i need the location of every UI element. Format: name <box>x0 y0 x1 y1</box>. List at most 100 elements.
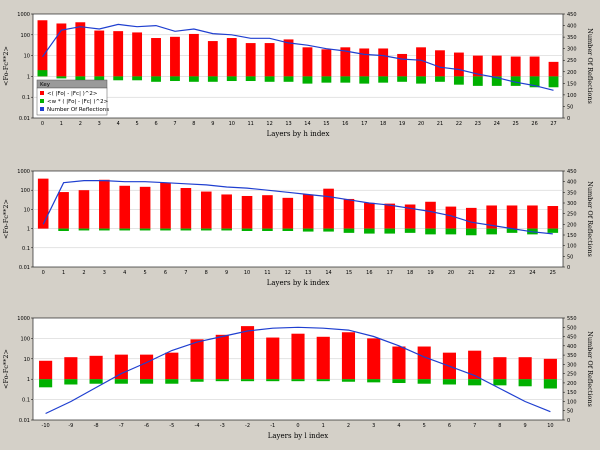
bar-fo-fc-1 <box>317 337 330 379</box>
chart-panel-2: 10001001010.10.0145040035030025020015010… <box>2 169 594 287</box>
bar-weighted-22 <box>454 76 464 84</box>
y-right-tick-label: 450 <box>567 169 577 175</box>
x-tick-label: 3 <box>98 121 101 127</box>
bar-fo-fc-10 <box>227 38 237 76</box>
bar-weighted-13 <box>303 229 314 232</box>
bar-fo-fc-3 <box>99 180 110 229</box>
bar-weighted-11 <box>246 76 256 81</box>
bar-weighted-14 <box>303 76 313 83</box>
x-tick-label: 7 <box>184 270 187 276</box>
bar-fo-fc-2 <box>79 190 90 228</box>
y-left-tick-label: 10 <box>24 54 30 60</box>
y-right-tick-label: 150 <box>567 81 577 87</box>
bar-fo-fc-6 <box>160 183 171 229</box>
x-tick-label: 16 <box>342 121 348 127</box>
y-left-tick-label: 0.1 <box>22 246 30 252</box>
bar-weighted-3 <box>367 379 380 382</box>
y-left-tick-label: 100 <box>20 188 30 194</box>
bar-fo-fc-8 <box>493 357 506 379</box>
x-tick-label: 6 <box>164 270 167 276</box>
y-right-tick-label: 0 <box>567 418 570 424</box>
x-tick-label: 20 <box>448 270 454 276</box>
x-tick-label: 13 <box>285 121 291 127</box>
y-right-tick-label: 450 <box>567 335 577 341</box>
x-tick-label: 18 <box>407 270 413 276</box>
bar-fo-fc-11 <box>246 43 256 76</box>
bar-weighted-6 <box>160 229 171 231</box>
x-tick-label: 4 <box>123 270 126 276</box>
x-tick-label: 3 <box>103 270 106 276</box>
bar-weighted-18 <box>378 76 388 82</box>
y-right-tick-label: 300 <box>567 47 577 53</box>
y-right-tick-label: 0 <box>567 265 570 271</box>
x-axis-label: Layers by h index <box>267 130 330 138</box>
bar-weighted-8 <box>201 229 212 231</box>
bar-weighted-2 <box>75 76 85 80</box>
y-left-tick-label: 1000 <box>17 316 30 322</box>
bar-weighted-9 <box>221 229 232 231</box>
bar-weighted-2 <box>79 229 90 231</box>
y-left-tick-label: 1 <box>27 74 30 80</box>
bar-weighted-25 <box>548 229 559 233</box>
bar-fo-fc-13 <box>284 39 294 76</box>
bar-fo-fc-9 <box>208 41 218 76</box>
x-tick-label: 9 <box>211 121 214 127</box>
bar-fo-fc-7 <box>181 188 192 229</box>
x-tick-label: 14 <box>304 121 310 127</box>
x-tick-label: 9 <box>524 423 527 429</box>
y-right-tick-label: 300 <box>567 362 577 368</box>
x-tick-label: 1 <box>62 270 65 276</box>
bar-fo-fc-21 <box>466 208 477 229</box>
bar-weighted-21 <box>435 76 445 81</box>
y-left-tick-label: 0.01 <box>19 116 30 122</box>
bar-fo-fc--8 <box>90 356 103 379</box>
bar-weighted-17 <box>384 229 395 234</box>
bar-fo-fc-3 <box>94 31 104 77</box>
x-tick-label: 2 <box>347 423 350 429</box>
bar-weighted-21 <box>466 229 477 236</box>
bar-weighted--7 <box>115 379 128 384</box>
x-tick-label: 22 <box>456 121 462 127</box>
bar-weighted-11 <box>262 229 273 231</box>
chart-panel-1: 10001001010.10.0145040035030025020015010… <box>2 12 594 138</box>
x-tick-label: 3 <box>372 423 375 429</box>
x-tick-label: -5 <box>169 423 174 429</box>
legend-swatch <box>40 107 44 111</box>
bar-fo-fc-7 <box>170 37 180 77</box>
x-tick-label: 17 <box>361 121 367 127</box>
bar-fo-fc-19 <box>425 202 436 229</box>
bar-fo-fc-14 <box>303 47 313 76</box>
y-right-tick-label: 200 <box>567 222 577 228</box>
y-right-tick-label: 350 <box>567 353 577 359</box>
y-right-tick-label: 450 <box>567 12 577 18</box>
bar-fo-fc-9 <box>519 357 532 379</box>
bar-weighted--1 <box>266 379 279 381</box>
bar-weighted-9 <box>519 379 532 386</box>
bar-fo-fc-5 <box>132 32 142 76</box>
x-tick-label: -1 <box>270 423 275 429</box>
bar-weighted-8 <box>493 379 506 385</box>
x-tick-label: 4 <box>117 121 120 127</box>
bar-fo-fc-27 <box>549 62 559 77</box>
bar-weighted-17 <box>359 76 369 83</box>
x-tick-label: 1 <box>322 423 325 429</box>
bar-weighted-13 <box>284 76 294 81</box>
x-tick-label: 6 <box>448 423 451 429</box>
x-tick-label: -7 <box>119 423 124 429</box>
x-tick-label: 5 <box>423 423 426 429</box>
bar-weighted--3 <box>216 379 229 381</box>
x-tick-label: 6 <box>154 121 157 127</box>
bar-fo-fc-17 <box>359 48 369 76</box>
y-right-tick-label: 400 <box>567 344 577 350</box>
x-tick-label: 25 <box>512 121 518 127</box>
bar-weighted-20 <box>416 76 426 83</box>
legend-item-label: <( |Fo| - |Fc| )^2> <box>47 91 98 97</box>
bar-weighted-16 <box>340 76 350 82</box>
x-axis-label: Layers by l index <box>268 432 329 440</box>
y-right-tick-label: 400 <box>567 180 577 186</box>
y-right-tick-label: 150 <box>567 233 577 239</box>
bar-fo-fc-15 <box>344 199 355 229</box>
x-tick-label: 12 <box>266 121 272 127</box>
y-right-axis-label: Number Of Reflections <box>586 181 594 257</box>
bar-weighted-1 <box>317 379 330 381</box>
